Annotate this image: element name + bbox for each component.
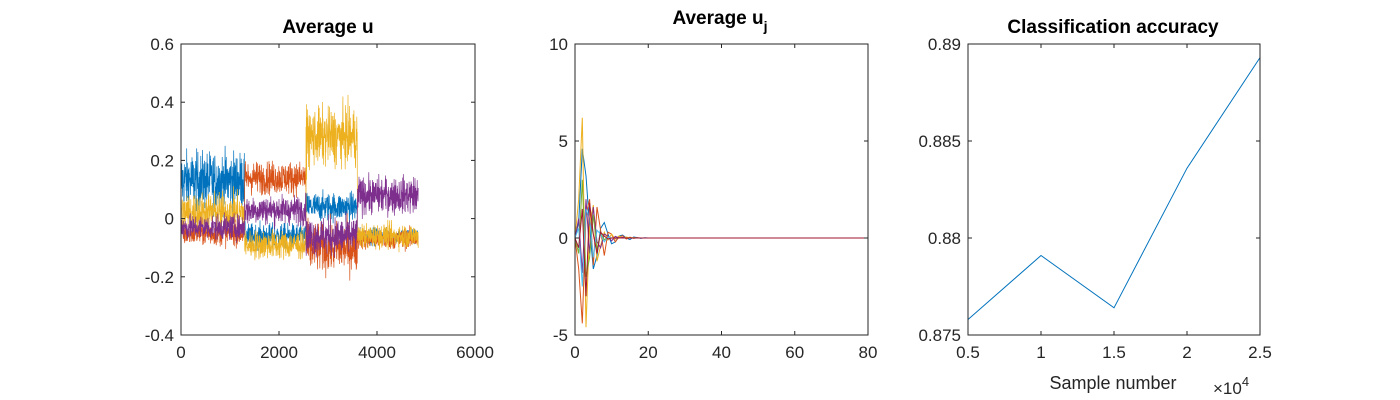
- chart-title: Classification accuracy: [1007, 17, 1219, 38]
- series-line-1: [968, 57, 1260, 320]
- axes-box: [574, 43, 869, 336]
- series-line-5: [575, 179, 868, 277]
- data-layer: [968, 57, 1260, 320]
- x-tick-label: 6000: [456, 343, 494, 362]
- y-tick-label: 0.4: [150, 93, 174, 112]
- x-tick-label: 4000: [358, 343, 396, 362]
- y-tick-label: 10: [549, 35, 568, 54]
- chart-title: Average u: [282, 17, 373, 38]
- series-line-1: [575, 148, 868, 270]
- x-axis-exponent: ×104: [1213, 374, 1249, 398]
- x-tick-label: 0.5: [956, 343, 980, 362]
- x-tick-label: 60: [785, 343, 804, 362]
- x-tick-label: 2: [1182, 343, 1191, 362]
- y-tick-label: 5: [559, 132, 568, 151]
- axes-box: [180, 43, 476, 336]
- x-tick-label: 0: [570, 343, 579, 362]
- series-line-1: [181, 145, 419, 252]
- x-tick-label: 0: [176, 343, 185, 362]
- x-tick-label: 1.5: [1102, 343, 1126, 362]
- y-tick-label: 0.88: [928, 229, 961, 248]
- data-layer: [575, 117, 868, 328]
- y-tick-label: 0: [559, 229, 568, 248]
- y-tick-label: -5: [553, 326, 568, 345]
- chart-classification-accuracy: Classification accuracy 0.5 1 1.5 2 2.5 0.875…: [918, 17, 1271, 398]
- y-tick-label: -0.4: [145, 326, 174, 345]
- x-tick-label: 40: [712, 343, 731, 362]
- axes-box: [967, 43, 1261, 336]
- x-tick-label: 80: [859, 343, 878, 362]
- y-tick-label: 0.89: [928, 35, 961, 54]
- x-tick-label: 2.5: [1248, 343, 1272, 362]
- y-tick-label: 0.875: [918, 326, 961, 345]
- series-line-3: [575, 117, 868, 328]
- series-line-7: [575, 203, 868, 297]
- chart-title: Average uj: [672, 8, 767, 34]
- series-line-2: [575, 199, 868, 324]
- x-tick-label: 2000: [260, 343, 298, 362]
- y-tick-label: 0: [165, 210, 174, 229]
- data-layer: [181, 94, 419, 281]
- series-line-4: [181, 172, 419, 258]
- y-tick-label: 0.6: [150, 35, 174, 54]
- chart-average-u: Average u 0 2000 4000 6000 -0.4 -0.2 0 0.2 0.4 0.…: [145, 17, 494, 362]
- y-tick-label: 0.885: [918, 132, 961, 151]
- x-tick-label: 20: [639, 343, 658, 362]
- x-axis-label: Sample number: [1049, 373, 1176, 393]
- x-tick-label: 1: [1036, 343, 1045, 362]
- series-line-3: [181, 94, 419, 261]
- series-line-6: [575, 208, 868, 287]
- y-tick-label: -0.2: [145, 268, 174, 287]
- y-tick-label: 0.2: [150, 151, 174, 170]
